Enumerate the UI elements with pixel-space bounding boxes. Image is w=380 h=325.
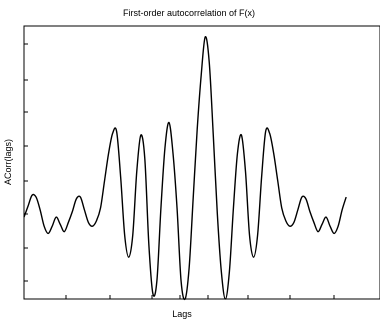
chart-title: First-order autocorrelation of F(x) xyxy=(123,8,255,18)
y-axis-label: ACorr(lags) xyxy=(3,139,13,185)
x-axis-label: Lags xyxy=(172,309,192,319)
plot-area-frame xyxy=(23,25,380,300)
x-axis-ticks xyxy=(65,295,335,299)
autocorrelation-line xyxy=(23,36,347,301)
y-axis-ticks xyxy=(24,43,28,282)
